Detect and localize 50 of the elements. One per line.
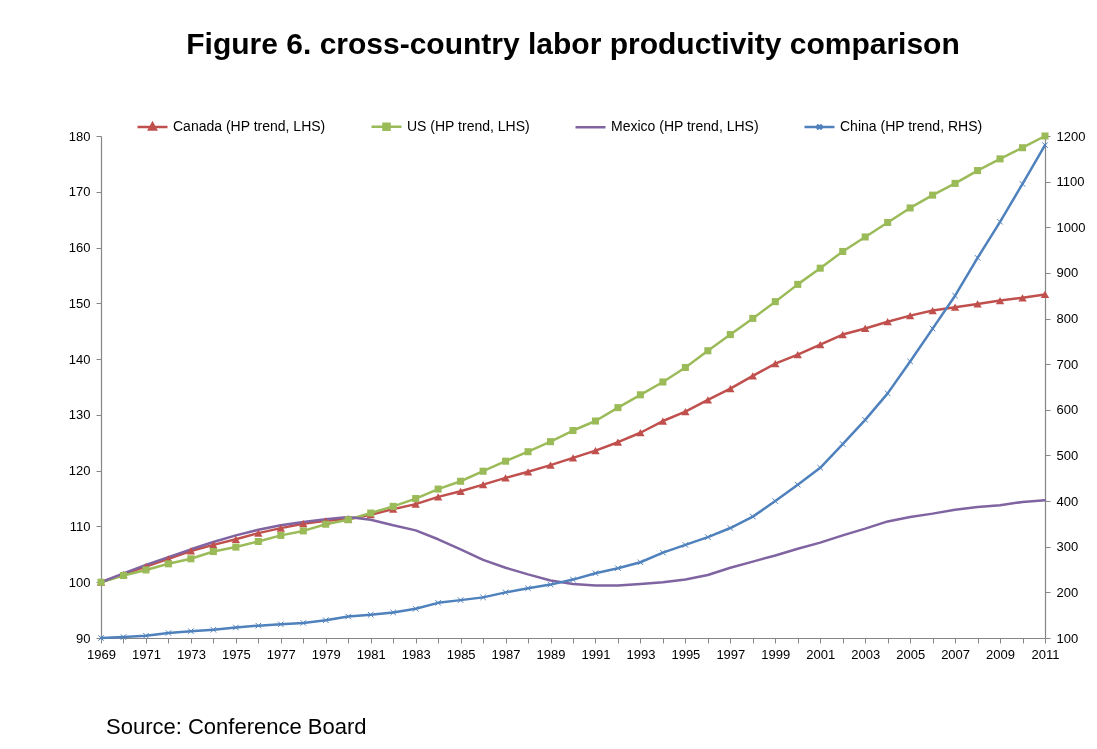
y2-tick-label: 1000 — [1056, 219, 1086, 235]
x-tick-label: 1983 — [401, 646, 431, 662]
legend-label: US (HP trend, LHS) — [407, 117, 530, 134]
x-tick-label: 2011 — [1031, 646, 1060, 662]
x-tick-label: 2007 — [941, 646, 971, 662]
x-tick-label: 1997 — [716, 646, 746, 662]
x-tick-label: 1975 — [221, 646, 251, 662]
y2-tick-label: 200 — [1056, 584, 1079, 600]
y-tick-label: 150 — [68, 295, 91, 311]
y2-tick-label: 400 — [1056, 493, 1079, 509]
x-tick-label: 2005 — [896, 646, 926, 662]
y2-tick-label: 700 — [1056, 356, 1079, 372]
x-tick-label: 1977 — [266, 646, 296, 662]
y-tick-label: 140 — [68, 351, 91, 367]
y2-tick-label: 600 — [1056, 402, 1079, 418]
y-tick-label: 170 — [68, 184, 91, 200]
x-tick-label: 1969 — [87, 646, 116, 662]
legend-label: Mexico (HP trend, LHS) — [611, 118, 759, 135]
x-tick-label: 1993 — [626, 646, 656, 662]
x-tick-label: 1981 — [356, 646, 386, 662]
y-tick-label: 90 — [76, 630, 91, 646]
y-tick-label: 100 — [68, 574, 91, 590]
y2-tick-label: 900 — [1056, 265, 1079, 281]
y2-tick-label: 800 — [1056, 311, 1079, 327]
y-tick-label: 180 — [68, 128, 91, 144]
x-tick-label: 1991 — [581, 646, 611, 662]
y2-tick-label: 100 — [1056, 630, 1079, 646]
x-tick-label: 1985 — [446, 646, 476, 662]
x-tick-label: 1971 — [131, 646, 161, 662]
legend-label: Canada (HP trend, LHS) — [173, 118, 326, 135]
y2-tick-label: 1200 — [1056, 128, 1086, 144]
source-note: Source: Conference Board — [106, 714, 367, 739]
chart-title: Figure 6. cross-country labor productivity comparison — [186, 27, 960, 60]
x-tick-label: 1999 — [761, 646, 791, 662]
legend-label: China (HP trend, RHS) — [840, 118, 983, 135]
x-tick-label: 2003 — [851, 646, 881, 662]
x-tick-label: 1987 — [491, 646, 521, 662]
x-tick-label: 2001 — [806, 646, 836, 662]
y2-tick-label: 300 — [1056, 539, 1079, 555]
y2-tick-label: 1100 — [1056, 174, 1085, 190]
x-tick-label: 1989 — [536, 646, 566, 662]
x-tick-label: 1979 — [311, 646, 341, 662]
x-tick-label: 1995 — [671, 646, 701, 662]
y-tick-label: 120 — [68, 463, 91, 479]
x-tick-label: 2009 — [986, 646, 1016, 662]
y2-tick-label: 500 — [1056, 447, 1079, 463]
x-tick-label: 1973 — [176, 646, 206, 662]
y-tick-label: 130 — [68, 407, 91, 423]
y-tick-label: 160 — [68, 240, 91, 256]
y-tick-label: 110 — [69, 518, 91, 534]
